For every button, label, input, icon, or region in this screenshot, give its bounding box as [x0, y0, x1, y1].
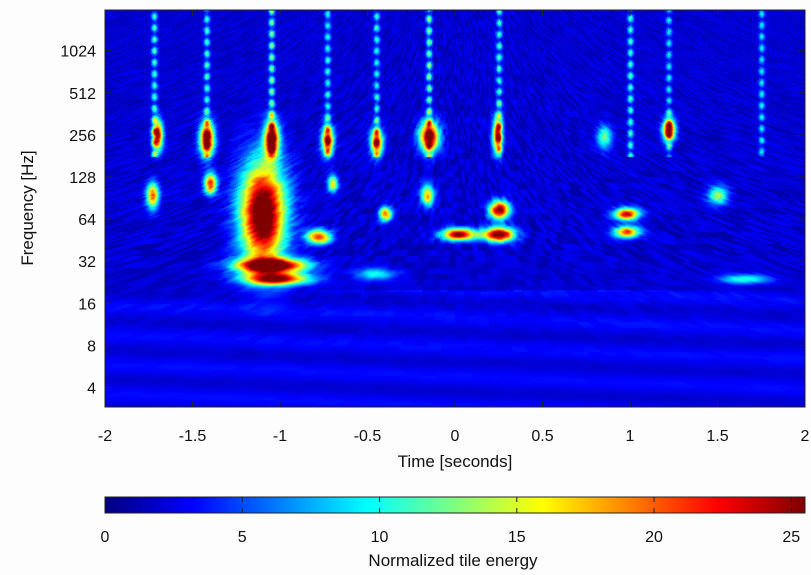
y-tick-label: 8	[87, 338, 96, 355]
colorbar-tick-label: 10	[371, 529, 389, 546]
colorbar-tick-label: 15	[508, 529, 526, 546]
x-tick-label: -0.5	[354, 428, 382, 445]
x-tick-label: -1	[273, 428, 287, 445]
y-tick-label: 16	[78, 296, 96, 313]
colorbar-tick-label: 0	[101, 529, 110, 546]
x-tick-label: 2	[801, 428, 810, 445]
x-axis: -2 -1.5 -1 -0.5 0 0.5 1 1.5 2	[98, 10, 810, 445]
colorbar-tick-label: 20	[645, 529, 663, 546]
y-axis-label: Frequency [Hz]	[18, 150, 37, 265]
x-tick-label: 1	[626, 428, 635, 445]
colorbar-label: Normalized tile energy	[368, 551, 538, 570]
x-tick-label: 0	[451, 428, 460, 445]
colorbar-axis: 0 5 10 15 20 25	[101, 497, 800, 546]
y-tick-label: 32	[78, 254, 96, 271]
y-tick-label: 512	[69, 86, 96, 103]
y-tick-label: 256	[69, 128, 96, 145]
y-tick-label: 1024	[60, 44, 96, 61]
y-tick-label: 64	[78, 212, 96, 229]
x-tick-label: 1.5	[706, 428, 728, 445]
colorbar-tick-label: 5	[238, 529, 247, 546]
y-tick-label: 4	[87, 380, 96, 397]
colorbar: 0 5 10 15 20 25 Normalized tile energy	[101, 496, 806, 570]
x-tick-label: 0.5	[531, 428, 553, 445]
y-axis: 4 8 16 32 64 128 256 512 1024	[60, 44, 805, 397]
heatmap-image	[105, 10, 805, 407]
y-tick-label: 128	[69, 170, 96, 187]
colorbar-tick-label: 25	[782, 529, 800, 546]
plot-area	[104, 9, 806, 408]
colorbar-gradient	[104, 496, 806, 514]
x-tick-label: -2	[98, 428, 112, 445]
x-axis-label: Time [seconds]	[398, 452, 513, 471]
x-tick-label: -1.5	[179, 428, 207, 445]
